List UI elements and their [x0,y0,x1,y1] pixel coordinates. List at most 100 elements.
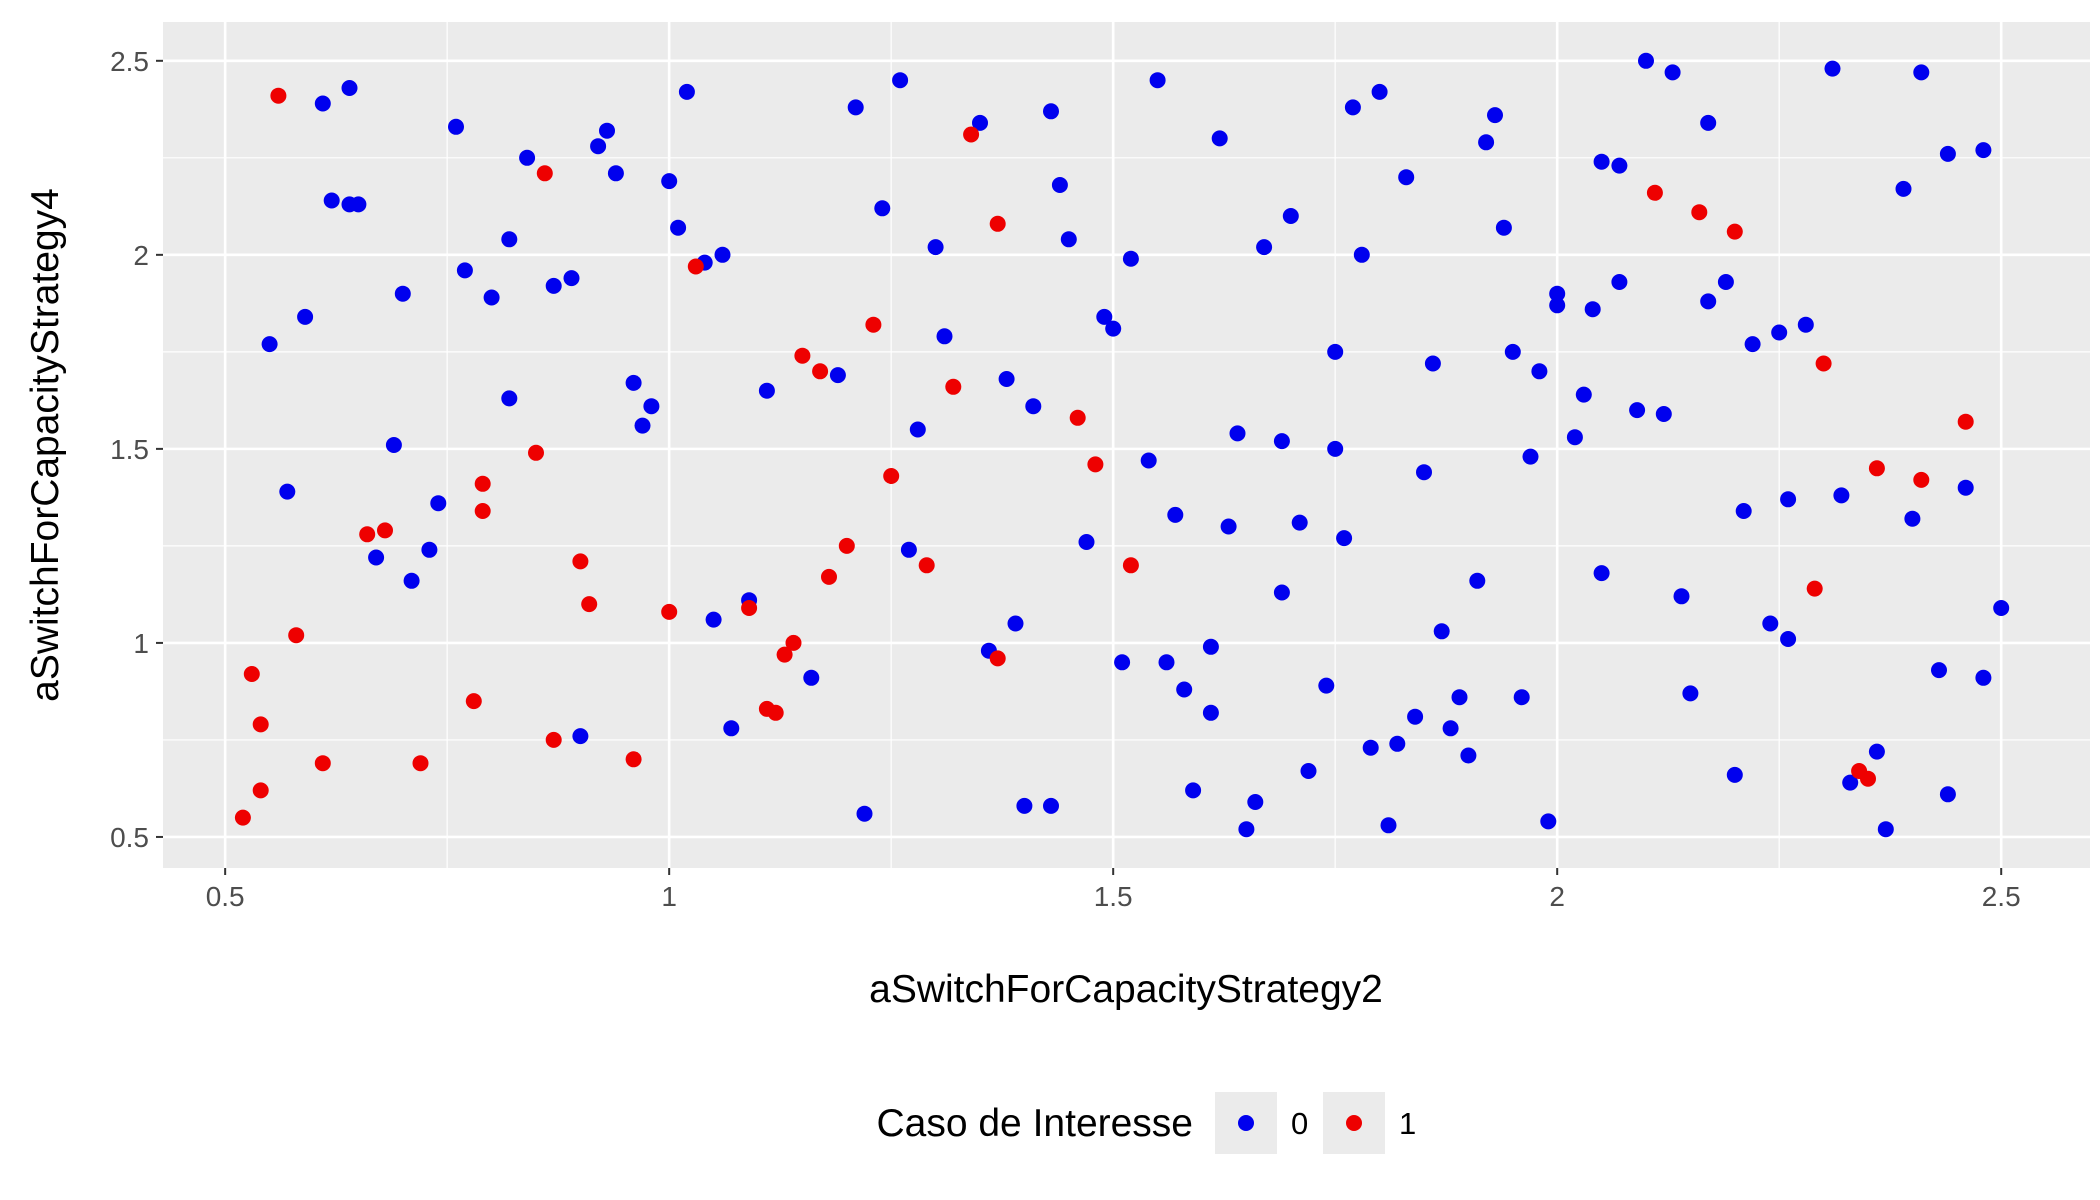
data-point-series-0 [1336,530,1353,547]
x-tick-label: 1.5 [1094,881,1133,912]
data-point-series-0 [1700,293,1717,310]
data-point-series-0 [1575,386,1592,403]
data-point-series-0 [1167,506,1184,523]
data-point-series-0 [1993,600,2010,616]
data-point-series-1 [572,553,589,570]
panel-background [163,22,2090,868]
data-point-series-0 [1975,669,1992,686]
data-point-series-0 [1939,786,1956,803]
data-point-series-0 [1780,491,1797,508]
legend: Caso de Interesse 0 1 [876,1092,1416,1154]
data-point-series-0 [1043,103,1059,120]
data-point-series-1 [359,526,376,543]
data-point-series-0 [403,572,420,589]
y-axis-ticks: 0.5 1 1.5 2 2.5 [110,46,163,853]
data-point-series-0 [634,417,651,434]
data-point-series-0 [1202,704,1219,721]
data-point-series-1 [625,751,642,768]
data-point-series-0 [1771,324,1788,341]
data-point-series-1 [1069,409,1086,426]
data-point-series-0 [1220,518,1237,535]
data-point-series-0 [1060,231,1077,248]
data-point-series-1 [1860,770,1876,787]
data-point-series-1 [687,258,704,275]
data-point-series-0 [1371,83,1388,100]
data-point-series-0 [1593,565,1610,582]
data-point-series-0 [1025,398,1042,415]
legend-marker-0 [1238,1115,1254,1131]
data-point-series-0 [1895,180,1912,197]
data-point-series-0 [314,95,331,112]
data-point-series-0 [927,239,944,256]
data-point-series-0 [1460,747,1477,764]
data-point-series-0 [1531,363,1548,380]
data-point-series-0 [279,483,296,500]
data-point-series-0 [1513,689,1530,706]
data-point-series-0 [1584,301,1601,318]
data-point-series-0 [1158,654,1175,671]
data-point-series-0 [483,289,500,306]
data-point-series-0 [1495,219,1512,236]
data-point-series-1 [1691,204,1708,221]
data-point-series-1 [865,316,882,333]
y-tick-label: 1 [133,628,149,659]
data-point-series-0 [1140,452,1157,469]
data-point-series-0 [1300,763,1317,779]
data-point-series-0 [519,149,536,166]
data-point-series-0 [1638,52,1654,69]
data-point-series-0 [1407,708,1424,725]
data-point-series-0 [1051,177,1068,193]
data-point-series-0 [1353,246,1370,263]
data-point-series-0 [1566,429,1583,446]
x-tick-label: 2 [1549,881,1565,912]
data-point-series-0 [1247,794,1264,810]
data-point-series-0 [1522,448,1539,465]
data-point-series-0 [1282,208,1299,224]
data-point-series-0 [261,336,278,353]
data-point-series-0 [1673,588,1690,605]
data-point-series-0 [599,122,615,139]
data-point-series-1 [1726,223,1743,240]
data-point-series-0 [1797,316,1814,333]
x-tick-label: 2.5 [1982,881,2021,912]
minor-gridlines [163,22,2090,868]
data-point-series-0 [1185,782,1202,799]
data-point-series-1 [918,557,935,574]
data-point-series-0 [670,219,687,236]
data-point-series-0 [1016,797,1033,814]
data-point-series-0 [909,421,926,438]
data-point-series-0 [1664,64,1681,81]
data-point-series-0 [758,382,775,399]
data-point-series-1 [989,650,1006,667]
data-point-series-0 [1416,464,1432,481]
data-point-series-0 [430,495,447,512]
data-point-series-0 [1398,169,1415,186]
data-point-series-0 [1211,130,1228,147]
data-point-series-0 [874,200,891,217]
data-point-series-0 [448,118,464,135]
data-point-series-0 [1442,720,1459,737]
data-point-series-0 [1487,107,1503,124]
data-point-series-0 [350,196,367,213]
data-point-series-0 [501,231,518,248]
data-point-series-1 [252,782,269,799]
data-point-series-0 [1105,320,1122,337]
data-point-series-0 [1469,572,1486,589]
data-point-series-0 [705,611,722,628]
data-point-series-0 [1362,739,1379,756]
data-point-series-0 [1904,510,1921,527]
data-point-series-0 [1043,797,1059,814]
data-point-series-0 [1833,487,1850,504]
legend-marker-1 [1346,1115,1362,1131]
data-point-series-0 [1913,64,1930,81]
data-point-series-0 [1957,479,1974,496]
y-tick-label: 0.5 [110,822,149,853]
data-point-series-1 [528,444,544,461]
legend-label-0: 0 [1291,1106,1308,1141]
y-axis-title: aSwitchForCapacityStrategy4 [24,188,67,702]
data-point-series-0 [1877,821,1894,838]
data-point-series-0 [1176,681,1193,698]
data-point-series-0 [1735,503,1752,519]
data-point-series-1 [412,755,429,772]
